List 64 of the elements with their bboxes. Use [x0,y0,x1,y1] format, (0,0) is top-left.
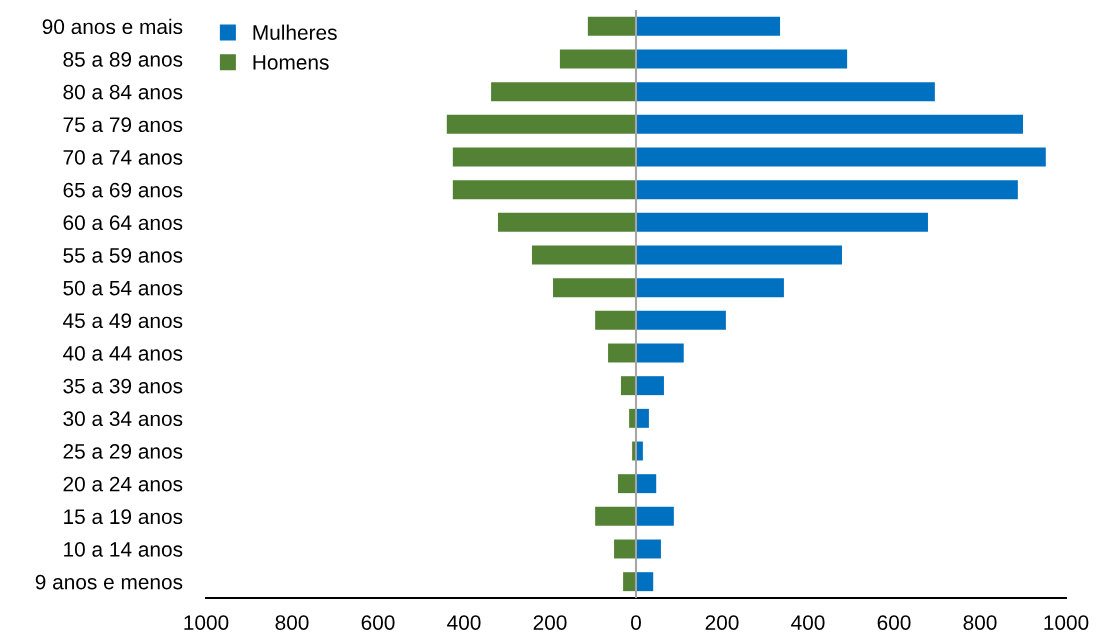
y-tick-label: 45 a 49 anos [63,313,183,329]
bar [636,245,842,265]
y-tick-label: 20 a 24 anos [63,476,183,492]
legend-label: Mulheres [253,24,337,40]
y-tick-label: 25 a 29 anos [63,444,183,459]
bar [636,539,661,559]
y-tick-label: 90 anos e mais [42,18,183,35]
bar [636,49,848,69]
y-tick-label: 35 a 39 anos [63,378,183,394]
y-tick-label: 40 a 44 anos [63,346,183,361]
y-tick-label: 80 a 84 anos [63,84,183,100]
x-tick-label: 800 [963,615,997,630]
y-tick-label: 30 a 34 anos [63,411,183,427]
bar [623,572,636,592]
bar [636,572,654,592]
y-tick-label: 10 a 14 anos [64,542,183,557]
bar [452,180,636,200]
x-tick-label: 600 [877,615,911,630]
bar [636,16,781,36]
y-tick-label: 15 a 19 anos [64,509,183,525]
bar [620,376,636,396]
bar [614,539,636,559]
y-tick-label: 65 a 69 anos [63,182,183,198]
bar [553,278,636,298]
bar [531,245,636,265]
bar [617,474,636,494]
y-tick-label: 85 a 89 anos [63,52,183,67]
bar [595,506,636,526]
bar [636,180,1018,200]
bar [446,114,636,134]
bar [452,147,636,167]
bar [608,343,636,363]
bar [559,49,636,69]
y-tick-label: 60 a 64 anos [63,215,183,231]
bar [636,114,1023,134]
x-tick-label: 800 [275,615,309,630]
bar [636,82,935,102]
x-tick-label: 200 [705,615,739,630]
bar [497,212,636,232]
bar [636,343,684,363]
bar [636,310,726,330]
bar [636,147,1046,167]
x-tick-label: 400 [447,615,481,630]
y-tick-label: 9 anos e menos [35,574,183,590]
y-tick-label: 55 a 59 anos [63,248,183,263]
bar [636,376,664,396]
legend-label: Homens [253,55,329,70]
y-tick-label: 75 a 79 anos [63,117,183,133]
bar [595,310,636,330]
bar [587,16,636,36]
x-tick-label: 1000 [1044,615,1089,630]
bar [636,474,657,494]
x-tick-label: 600 [361,615,395,630]
y-tick-label: 50 a 54 anos [63,280,183,296]
x-tick-label: 0 [631,615,641,630]
bar [636,506,674,526]
bar [491,82,636,102]
x-tick-label: 1000 [184,615,229,630]
bar [636,212,928,232]
x-tick-label: 200 [533,615,567,630]
y-tick-label: 70 a 74 anos [63,150,183,165]
bar [636,278,784,298]
bar [636,408,649,428]
x-tick-label: 400 [791,615,825,630]
